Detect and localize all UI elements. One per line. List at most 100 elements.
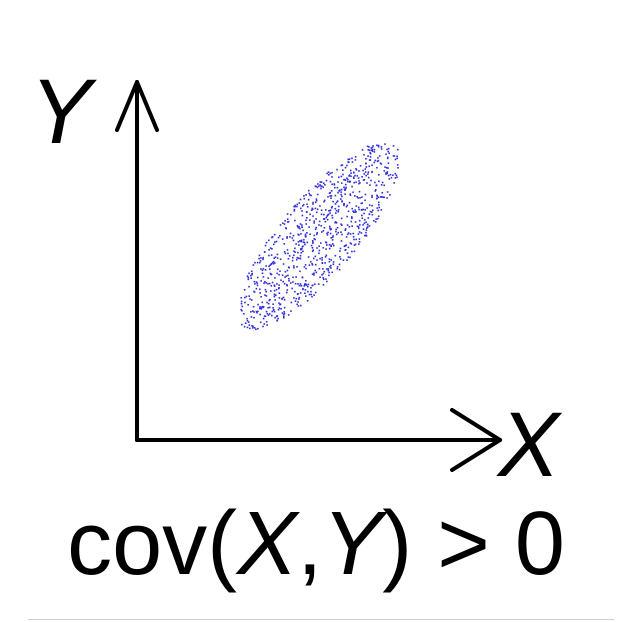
- scatter-point: [301, 205, 304, 207]
- scatter-point: [259, 292, 261, 294]
- scatter-point: [276, 315, 279, 317]
- scatter-point: [241, 323, 243, 326]
- scatter-point: [358, 238, 361, 240]
- scatter-point: [335, 201, 338, 204]
- scatter-point: [340, 191, 342, 193]
- scatter-point: [363, 234, 366, 237]
- scatter-point: [284, 252, 287, 255]
- scatter-point: [343, 202, 345, 205]
- bottom-divider: [28, 619, 614, 620]
- scatter-point: [322, 230, 325, 232]
- scatter-point: [343, 204, 345, 207]
- scatter-point: [279, 235, 281, 237]
- scatter-point: [285, 227, 287, 229]
- scatter-point: [337, 205, 340, 208]
- caption-relation: >: [437, 494, 490, 594]
- scatter-point: [367, 223, 369, 226]
- scatter-point: [357, 177, 360, 179]
- scatter-point: [296, 203, 299, 206]
- scatter-point: [350, 243, 353, 245]
- scatter-point: [375, 189, 377, 191]
- scatter-point: [293, 210, 296, 212]
- scatter-point: [272, 308, 275, 311]
- scatter-point: [250, 274, 252, 277]
- scatter-point: [304, 283, 306, 285]
- scatter-point: [360, 232, 363, 234]
- scatter-point: [305, 295, 307, 297]
- scatter-point: [354, 209, 356, 211]
- scatter-point: [347, 210, 350, 213]
- scatter-point: [321, 257, 323, 259]
- scatter-point: [384, 143, 386, 145]
- scatter-point: [356, 196, 358, 198]
- scatter-point: [349, 256, 351, 259]
- caption-value: 0: [514, 494, 565, 594]
- scatter-point: [335, 221, 337, 223]
- scatter-point: [283, 312, 286, 315]
- scatter-point: [271, 236, 273, 239]
- scatter-point: [295, 297, 298, 300]
- scatter-point: [357, 227, 360, 230]
- scatter-point: [262, 325, 264, 328]
- scatter-point: [311, 284, 313, 287]
- scatter-point: [366, 145, 369, 148]
- scatter-point: [367, 149, 370, 151]
- scatter-point: [396, 164, 399, 166]
- scatter-point: [243, 325, 246, 328]
- scatter-point: [264, 269, 267, 271]
- scatter-point: [374, 190, 377, 192]
- scatter-point: [358, 219, 361, 222]
- scatter-point: [297, 257, 300, 259]
- scatter-point: [332, 200, 334, 203]
- scatter-point: [263, 251, 266, 253]
- scatter-point: [268, 249, 270, 251]
- scatter-point: [381, 192, 384, 194]
- scatter-point: [377, 209, 380, 212]
- scatter-point: [255, 281, 258, 283]
- scatter-point: [278, 284, 280, 286]
- scatter-point: [344, 178, 346, 181]
- scatter-point: [335, 230, 337, 233]
- scatter-point: [277, 236, 280, 239]
- scatter-point: [332, 243, 334, 245]
- scatter-point: [397, 148, 399, 151]
- scatter-point: [316, 186, 319, 189]
- scatter-point: [330, 195, 333, 197]
- scatter-point: [266, 312, 269, 315]
- scatter-point: [286, 284, 288, 287]
- scatter-point: [344, 166, 347, 169]
- scatter-point: [312, 203, 314, 205]
- scatter-point: [326, 234, 329, 236]
- scatter-point: [240, 297, 243, 299]
- scatter-point: [247, 321, 250, 323]
- scatter-point: [306, 206, 309, 208]
- scatter-point: [378, 174, 380, 176]
- scatter-point: [345, 236, 348, 238]
- scatter-point: [375, 184, 378, 186]
- scatter-point: [335, 233, 338, 236]
- scatter-point: [282, 296, 285, 299]
- scatter-point: [299, 198, 302, 201]
- scatter-point: [329, 265, 331, 268]
- scatter-point: [386, 171, 389, 173]
- scatter-point: [244, 322, 247, 324]
- scatter-point: [334, 194, 337, 197]
- scatter-point: [375, 218, 377, 220]
- scatter-point: [369, 156, 372, 158]
- scatter-point: [380, 196, 382, 198]
- scatter-point: [371, 171, 373, 173]
- scatter-point: [250, 311, 252, 313]
- scatter-point: [387, 167, 389, 169]
- scatter-point: [274, 277, 276, 279]
- scatter-point: [277, 308, 280, 311]
- scatter-point: [340, 182, 343, 184]
- scatter-point: [343, 186, 345, 189]
- scatter-point: [294, 251, 296, 253]
- scatter-point: [351, 250, 353, 253]
- scatter-point: [288, 278, 290, 280]
- scatter-point: [371, 146, 374, 149]
- scatter-point: [289, 232, 292, 235]
- scatter-point: [330, 237, 332, 239]
- scatter-point: [369, 152, 372, 155]
- scatter-point: [321, 262, 324, 264]
